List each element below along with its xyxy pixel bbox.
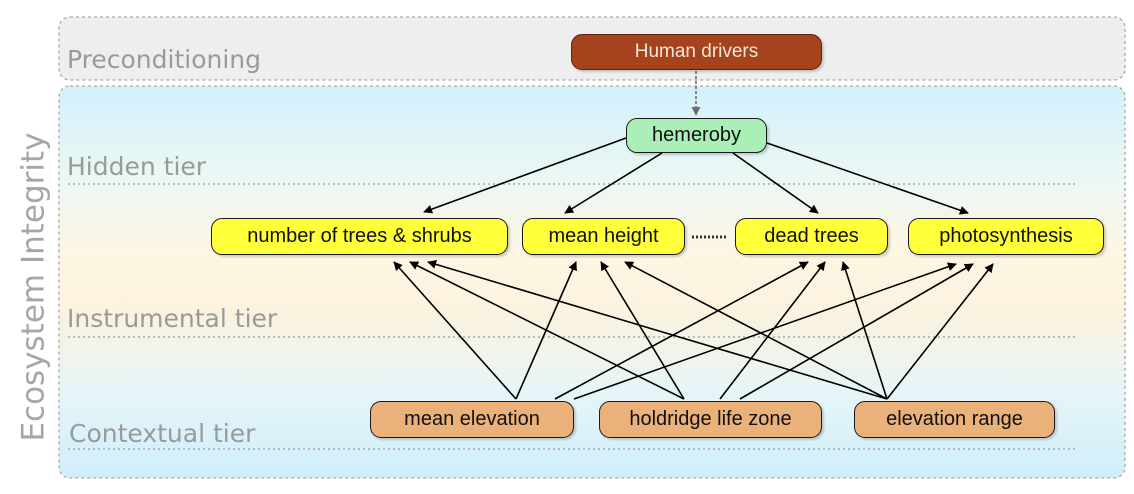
node-hemeroby: hemeroby bbox=[626, 118, 767, 153]
node-elevation-range: elevation range bbox=[854, 401, 1055, 438]
edge-hemeroby-to-dead bbox=[732, 152, 819, 214]
node-mean-elevation: mean elevation bbox=[370, 401, 574, 438]
node-dead-trees: dead trees bbox=[735, 218, 888, 255]
edge-holdridge-to-dead bbox=[719, 261, 826, 400]
node-photosynthesis: photosynthesis bbox=[908, 218, 1104, 255]
edge-range-to-photo bbox=[886, 263, 994, 400]
edge-holdridge-to-photo bbox=[739, 263, 974, 400]
node-holdridge-life-zone: holdridge life zone bbox=[599, 401, 822, 438]
contextual-tier-label: Contextual tier bbox=[69, 419, 256, 448]
edge-holdridge-to-height bbox=[600, 261, 685, 400]
edge-range-to-dead bbox=[841, 261, 888, 400]
node-human-drivers: Human drivers bbox=[571, 34, 822, 70]
ecosystem-integrity-label: Ecosystem Integrity bbox=[15, 132, 52, 442]
edge-hemeroby-to-photo bbox=[766, 142, 969, 215]
edge-hemeroby-to-trees bbox=[423, 137, 627, 214]
node-mean-height: mean height bbox=[522, 218, 685, 255]
edge-range-to-trees bbox=[427, 260, 888, 400]
hidden-tier-label: Hidden tier bbox=[67, 152, 207, 181]
edge-hemeroby-to-height bbox=[564, 152, 663, 214]
node-number-of-trees-shrubs: number of trees & shrubs bbox=[211, 218, 508, 255]
instrumental-tier-label: Instrumental tier bbox=[67, 304, 278, 333]
edge-elev-to-trees bbox=[393, 261, 517, 400]
edge-range-to-height bbox=[624, 261, 888, 400]
edge-holdridge-to-trees bbox=[409, 261, 685, 400]
edge-elev-to-dead bbox=[554, 261, 809, 400]
preconditioning-label: Preconditioning bbox=[67, 45, 261, 74]
